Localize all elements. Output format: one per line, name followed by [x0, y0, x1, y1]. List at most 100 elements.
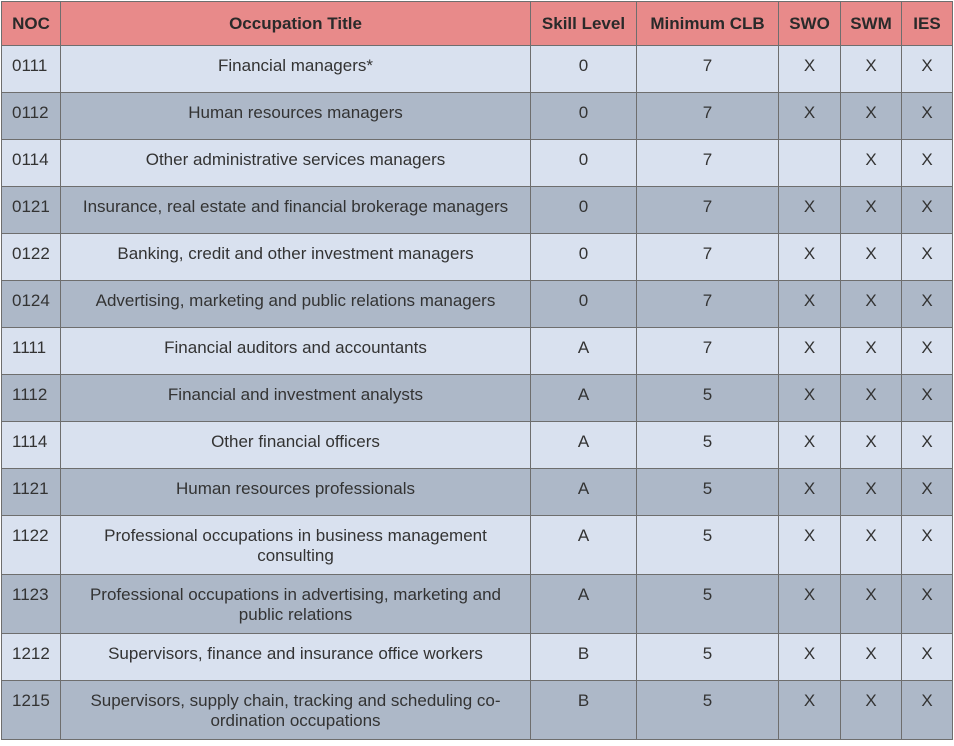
- cell-title: Banking, credit and other investment man…: [60, 233, 531, 281]
- cell-swo: X: [778, 633, 841, 681]
- cell-title: Professional occupations in advertising,…: [60, 574, 531, 634]
- cell-title: Financial managers*: [60, 45, 531, 93]
- cell-title: Supervisors, finance and insurance offic…: [60, 633, 531, 681]
- cell-swo: X: [778, 92, 841, 140]
- cell-swm: X: [840, 92, 902, 140]
- cell-ies: X: [901, 468, 953, 516]
- cell-skill: A: [530, 327, 637, 375]
- cell-clb: 7: [636, 186, 779, 234]
- cell-clb: 5: [636, 680, 779, 740]
- cell-swo: X: [778, 233, 841, 281]
- cell-ies: X: [901, 186, 953, 234]
- cell-ies: X: [901, 574, 953, 634]
- cell-title: Advertising, marketing and public relati…: [60, 280, 531, 328]
- cell-ies: X: [901, 280, 953, 328]
- cell-title: Financial and investment analysts: [60, 374, 531, 422]
- cell-ies: X: [901, 233, 953, 281]
- cell-swm: X: [840, 327, 902, 375]
- cell-swm: X: [840, 515, 902, 575]
- cell-swm: X: [840, 233, 902, 281]
- cell-title: Other financial officers: [60, 421, 531, 469]
- cell-noc: 0111: [1, 45, 61, 93]
- cell-ies: X: [901, 92, 953, 140]
- cell-swo: X: [778, 421, 841, 469]
- cell-skill: 0: [530, 92, 637, 140]
- cell-skill: B: [530, 633, 637, 681]
- table-row: 1112 Financial and investment analysts A…: [1, 374, 953, 422]
- cell-swm: X: [840, 280, 902, 328]
- cell-noc: 0114: [1, 139, 61, 187]
- cell-title: Human resources professionals: [60, 468, 531, 516]
- cell-clb: 5: [636, 633, 779, 681]
- cell-noc: 1212: [1, 633, 61, 681]
- cell-swo: X: [778, 374, 841, 422]
- cell-noc: 1215: [1, 680, 61, 740]
- header-minimum-clb: Minimum CLB: [636, 1, 779, 46]
- cell-noc: 0112: [1, 92, 61, 140]
- cell-noc: 0122: [1, 233, 61, 281]
- table-row: 1121 Human resources professionals A 5 X…: [1, 468, 953, 516]
- cell-swo: X: [778, 280, 841, 328]
- cell-ies: X: [901, 45, 953, 93]
- cell-skill: A: [530, 515, 637, 575]
- cell-skill: 0: [530, 280, 637, 328]
- cell-ies: X: [901, 633, 953, 681]
- header-skill-level: Skill Level: [530, 1, 637, 46]
- cell-clb: 5: [636, 421, 779, 469]
- header-swm: SWM: [840, 1, 902, 46]
- cell-noc: 1114: [1, 421, 61, 469]
- header-noc: NOC: [1, 1, 61, 46]
- cell-clb: 7: [636, 233, 779, 281]
- header-row: NOC Occupation Title Skill Level Minimum…: [1, 1, 953, 46]
- cell-title: Supervisors, supply chain, tracking and …: [60, 680, 531, 740]
- table-row: 0124 Advertising, marketing and public r…: [1, 280, 953, 328]
- cell-clb: 7: [636, 280, 779, 328]
- cell-noc: 0124: [1, 280, 61, 328]
- cell-swo: X: [778, 574, 841, 634]
- cell-skill: A: [530, 421, 637, 469]
- cell-swm: X: [840, 680, 902, 740]
- cell-ies: X: [901, 327, 953, 375]
- cell-ies: X: [901, 421, 953, 469]
- cell-swm: X: [840, 374, 902, 422]
- cell-clb: 5: [636, 374, 779, 422]
- cell-skill: B: [530, 680, 637, 740]
- cell-noc: 1123: [1, 574, 61, 634]
- header-swo: SWO: [778, 1, 841, 46]
- table-row: 1111 Financial auditors and accountants …: [1, 327, 953, 375]
- cell-clb: 7: [636, 45, 779, 93]
- cell-swo: X: [778, 327, 841, 375]
- cell-swo: X: [778, 680, 841, 740]
- cell-title: Other administrative services managers: [60, 139, 531, 187]
- table-row: 0111 Financial managers* 0 7 X X X: [1, 45, 953, 93]
- table-row: 0112 Human resources managers 0 7 X X X: [1, 92, 953, 140]
- cell-clb: 7: [636, 139, 779, 187]
- cell-swm: X: [840, 139, 902, 187]
- cell-swo: X: [778, 515, 841, 575]
- table-row: 0122 Banking, credit and other investmen…: [1, 233, 953, 281]
- cell-skill: A: [530, 574, 637, 634]
- cell-swm: X: [840, 421, 902, 469]
- cell-ies: X: [901, 374, 953, 422]
- table-row: 1215 Supervisors, supply chain, tracking…: [1, 680, 953, 740]
- cell-title: Human resources managers: [60, 92, 531, 140]
- cell-skill: 0: [530, 45, 637, 93]
- cell-swo: X: [778, 468, 841, 516]
- cell-noc: 1112: [1, 374, 61, 422]
- cell-title: Financial auditors and accountants: [60, 327, 531, 375]
- cell-clb: 5: [636, 574, 779, 634]
- cell-title: Professional occupations in business man…: [60, 515, 531, 575]
- header-occupation-title: Occupation Title: [60, 1, 531, 46]
- cell-ies: X: [901, 139, 953, 187]
- cell-skill: 0: [530, 233, 637, 281]
- cell-swm: X: [840, 186, 902, 234]
- cell-clb: 7: [636, 92, 779, 140]
- cell-skill: A: [530, 374, 637, 422]
- cell-ies: X: [901, 680, 953, 740]
- cell-noc: 0121: [1, 186, 61, 234]
- table-row: 1114 Other financial officers A 5 X X X: [1, 421, 953, 469]
- cell-noc: 1122: [1, 515, 61, 575]
- header-ies: IES: [901, 1, 953, 46]
